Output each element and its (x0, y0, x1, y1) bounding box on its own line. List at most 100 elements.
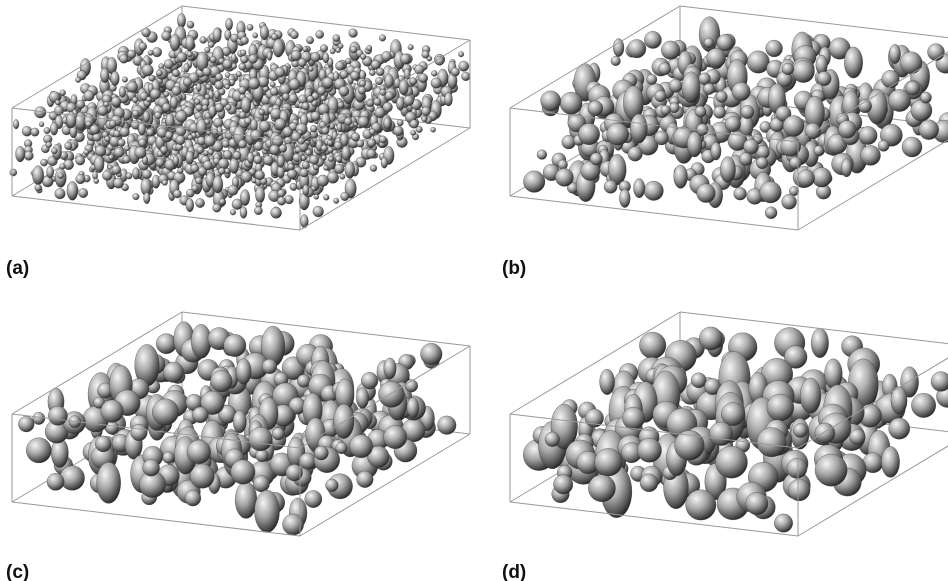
particle (238, 140, 246, 148)
particle (369, 70, 375, 76)
particle (578, 123, 599, 144)
particle (253, 476, 269, 492)
particle (716, 446, 748, 478)
particle (148, 50, 153, 55)
particle (186, 151, 194, 165)
particle (356, 388, 368, 409)
particle (288, 94, 298, 104)
particle (793, 423, 807, 437)
particle (50, 122, 58, 135)
panel (510, 6, 948, 230)
particle (341, 133, 349, 146)
particle (421, 343, 443, 365)
particle (240, 207, 247, 219)
particle (186, 36, 195, 51)
particle (928, 44, 945, 61)
particle (277, 197, 286, 206)
particle (126, 173, 132, 179)
particle (249, 55, 258, 64)
particle (640, 474, 658, 492)
particle (277, 190, 285, 198)
particle (225, 104, 231, 110)
particle (100, 68, 109, 83)
particle (223, 59, 233, 69)
particle (215, 73, 222, 80)
particle (707, 48, 726, 67)
particle (170, 34, 180, 51)
particle (760, 181, 782, 203)
panel-label: (c) (6, 562, 29, 581)
particle (374, 98, 382, 106)
particle (283, 514, 304, 535)
particle (173, 156, 179, 166)
particle (142, 170, 151, 179)
particle (248, 78, 260, 90)
particle (311, 112, 320, 121)
particle (345, 161, 355, 178)
particle (902, 137, 922, 157)
particle (270, 87, 278, 95)
particle (176, 135, 185, 144)
particle (186, 198, 194, 212)
particle (344, 118, 352, 126)
particle (746, 492, 768, 514)
particle (396, 97, 404, 111)
particle (644, 181, 663, 200)
particle (253, 155, 262, 164)
particle (239, 87, 247, 95)
particle (888, 89, 910, 111)
page: (a) (b) (c) (d) (() => { const data = JS… (0, 0, 948, 581)
particle (350, 46, 357, 53)
particle (461, 72, 470, 81)
particle (138, 123, 145, 136)
particle (410, 120, 419, 129)
particle (254, 207, 262, 215)
particle (421, 107, 430, 116)
particle (431, 78, 442, 89)
particle (97, 462, 121, 503)
particle (185, 490, 201, 506)
particle (458, 51, 464, 57)
particle (789, 157, 801, 169)
particle (33, 412, 45, 424)
particle (75, 77, 80, 82)
particle (383, 102, 393, 112)
particle (300, 169, 309, 178)
particle (889, 44, 900, 63)
particle (270, 145, 280, 155)
particle (86, 121, 92, 127)
particle (537, 150, 547, 160)
particle (691, 373, 706, 388)
particle (277, 155, 284, 168)
particle (308, 66, 313, 71)
particle (558, 160, 568, 170)
particle (289, 79, 300, 90)
particle (337, 123, 342, 132)
particle (176, 111, 188, 123)
particle (35, 184, 42, 191)
particle (604, 180, 617, 193)
particle (152, 399, 178, 425)
particle (418, 74, 427, 83)
particle (156, 158, 165, 167)
particle (255, 490, 280, 532)
particle (290, 183, 297, 190)
particle (607, 123, 629, 145)
particle (79, 188, 88, 197)
particle (311, 52, 321, 62)
particle (381, 157, 388, 168)
particle (669, 103, 679, 113)
figure: (a) (b) (c) (d) (0, 0, 948, 581)
particle (218, 159, 229, 170)
particle (815, 423, 835, 443)
particle (560, 92, 582, 114)
particle (203, 161, 212, 170)
particle (743, 139, 758, 154)
particle (368, 139, 376, 147)
particle (756, 157, 768, 169)
particle (123, 156, 131, 164)
particle (859, 126, 877, 144)
particle (792, 60, 814, 82)
particle (154, 112, 161, 119)
particle (218, 168, 225, 175)
